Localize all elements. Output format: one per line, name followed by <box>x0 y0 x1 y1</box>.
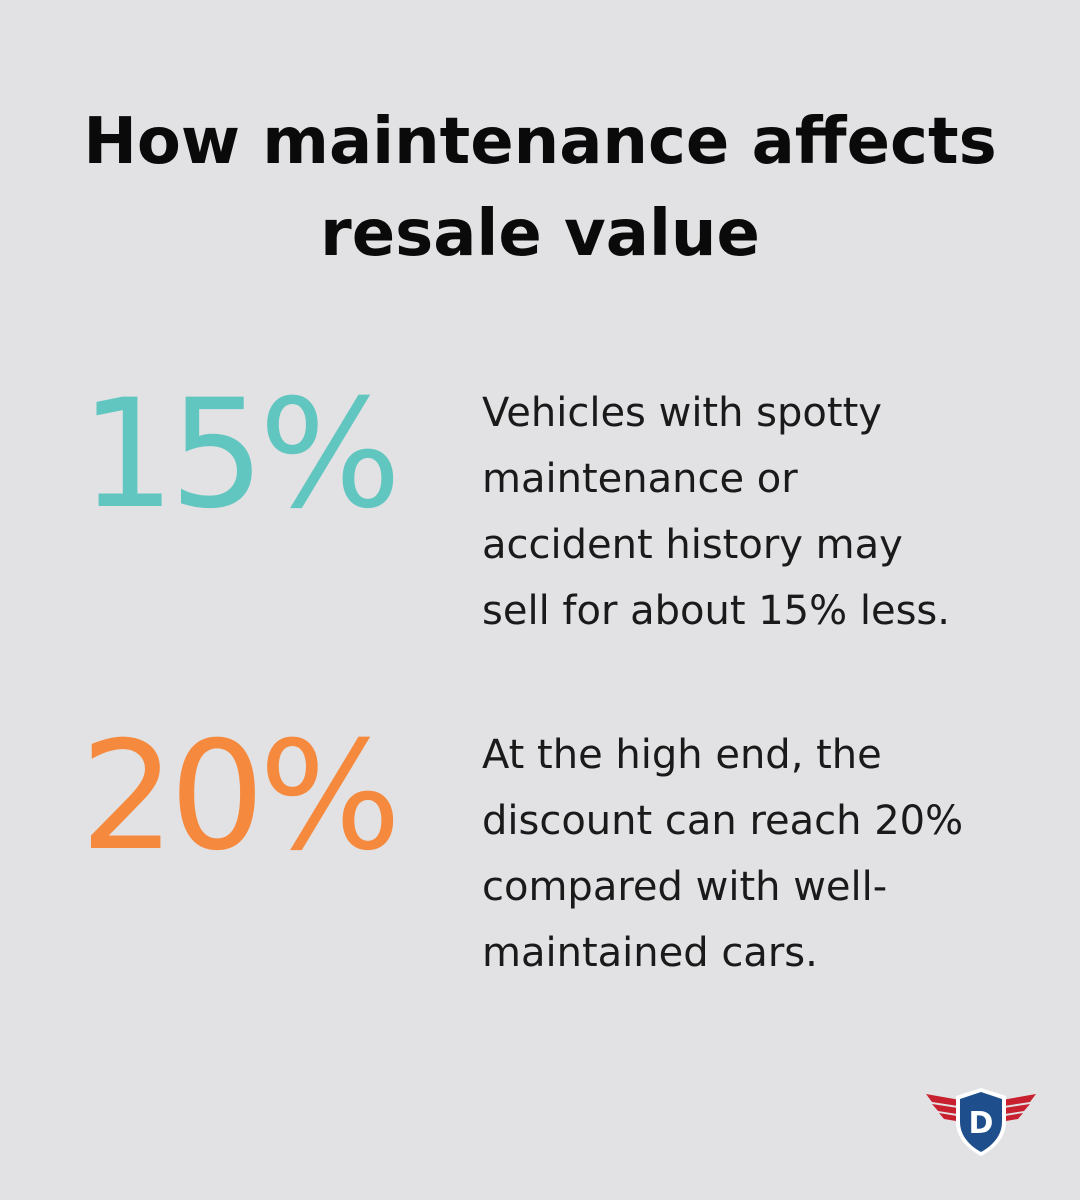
stat-value-20: 20% <box>80 710 401 884</box>
right-wing-icon <box>1002 1094 1036 1106</box>
title-line-2: resale value <box>320 197 760 271</box>
left-wing-icon <box>926 1094 960 1106</box>
title-line-1: How maintenance affects <box>83 105 997 179</box>
stat-description-line: maintained cars. <box>482 930 818 976</box>
stat-description-line: accident history may <box>482 522 903 568</box>
winged-shield-logo-icon: D <box>924 1086 1038 1158</box>
stat-description-line: compared with well- <box>482 864 888 910</box>
logo-letter: D <box>969 1106 994 1141</box>
stat-description-line: At the high end, the <box>482 732 882 778</box>
stat-description-line: Vehicles with spotty <box>482 390 882 436</box>
stat-value-15: 15% <box>80 368 401 542</box>
stat-description-20: At the high end, the discount can reach … <box>482 722 1022 986</box>
stat-description-15: Vehicles with spotty maintenance or acci… <box>482 380 1022 644</box>
stat-description-line: maintenance or <box>482 456 798 502</box>
stat-description-line: sell for about 15% less. <box>482 588 950 634</box>
page-title: How maintenance affects resale value <box>0 96 1080 280</box>
stat-description-line: discount can reach 20% <box>482 798 964 844</box>
